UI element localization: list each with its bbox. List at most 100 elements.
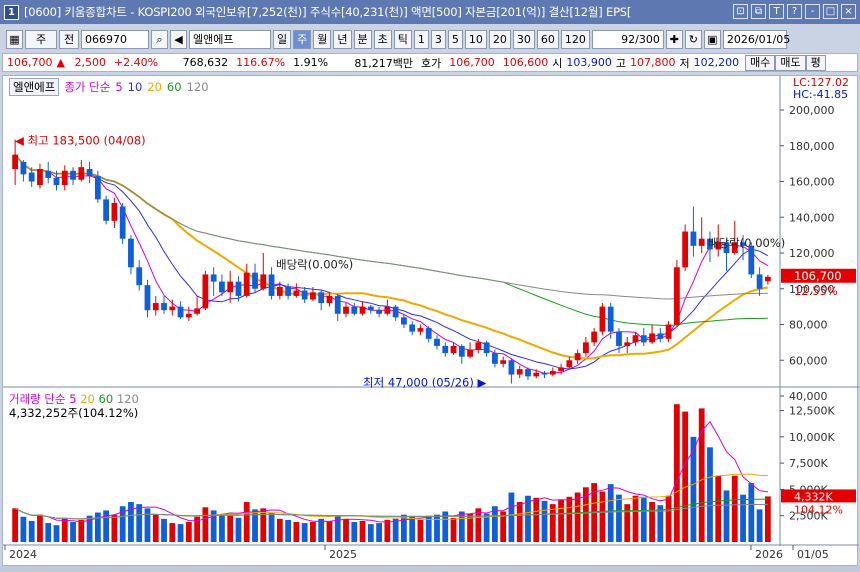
volume-bar (268, 512, 275, 542)
volume-bar (367, 524, 374, 542)
candle-body (276, 286, 283, 296)
candle-body (285, 286, 291, 296)
candle-body (301, 290, 308, 300)
candle-body (640, 335, 647, 343)
stock-name-legend[interactable]: 엘앤에프 (9, 78, 60, 96)
text-size-icon[interactable]: T (769, 4, 784, 19)
sell-button[interactable]: 매도 (775, 54, 806, 71)
volume-bar (210, 510, 217, 542)
volume-bar (624, 504, 631, 542)
close-icon[interactable]: × (841, 4, 856, 19)
quote-label: 호가 (421, 56, 442, 70)
candle-body (723, 242, 730, 253)
interval-10[interactable]: 10 (464, 29, 487, 49)
vol-ma120-legend: 120 (116, 392, 139, 406)
volume-bar (45, 523, 52, 542)
interval-30[interactable]: 30 (512, 29, 535, 49)
tools-icon[interactable]: ✚ (665, 29, 683, 49)
volume-bar (707, 447, 713, 542)
refresh-icon[interactable]: ↻ (684, 29, 702, 49)
period-second[interactable]: 초 (373, 29, 392, 49)
interval-3[interactable]: 3 (430, 29, 446, 49)
volume-bar (682, 411, 689, 542)
interval-120[interactable]: 120 (560, 29, 590, 49)
volume-bar (698, 408, 705, 542)
grid-icon[interactable]: ▦ (6, 29, 23, 49)
volume-tick-label: 2,500K (789, 510, 828, 523)
volume-bar (616, 494, 622, 542)
vol-ma60-legend: 60 (98, 392, 114, 406)
ma10-legend: 10 (127, 80, 143, 94)
volume-bar (310, 522, 316, 542)
market-select[interactable]: 주 (25, 29, 57, 49)
hc-value: HC:-41.85 (792, 88, 849, 101)
candle-body (376, 310, 382, 314)
candle-body (682, 231, 689, 268)
volume-bar (458, 511, 465, 542)
period-tick[interactable]: 틱 (393, 29, 412, 49)
link-icon[interactable]: ⊡ (733, 4, 748, 19)
interval-1[interactable]: 1 (413, 29, 429, 49)
volume-bar (161, 518, 167, 542)
volume-bar (731, 475, 738, 542)
count-input[interactable]: 92/300 (591, 29, 664, 49)
candle-body (219, 281, 225, 293)
volume-bar (673, 404, 680, 542)
candle-body (533, 372, 540, 377)
period-minute[interactable]: 분 (353, 29, 372, 49)
volume-bar (318, 518, 325, 542)
interval-60[interactable]: 60 (536, 29, 559, 49)
period-month[interactable]: 월 (313, 29, 332, 49)
all-select[interactable]: 전 (59, 29, 79, 49)
volume-bar (425, 515, 432, 542)
price-tick-label: 160,000 (789, 176, 835, 189)
volume-bar (28, 520, 35, 542)
price-tick-label: 120,000 (789, 247, 835, 260)
maximize-icon[interactable]: □ (823, 4, 838, 19)
candle-body (508, 360, 515, 375)
candle-body (467, 349, 473, 357)
candle-body (28, 172, 35, 182)
minimize-icon[interactable]: - (805, 4, 820, 19)
period-year[interactable]: 년 (333, 29, 352, 49)
x-axis-label: 2026 (755, 548, 783, 561)
ma5-legend: 5 (115, 80, 123, 94)
bottom-scrollbar[interactable] (0, 566, 860, 572)
help-icon[interactable]: ? (787, 4, 802, 19)
window-controls: ⊡ ⧉ T ? - □ × (733, 4, 856, 19)
period-day[interactable]: 일 (273, 29, 292, 49)
save-icon[interactable]: ▣ (703, 29, 721, 49)
candle-body (20, 161, 27, 175)
period-week[interactable]: 주 (293, 29, 312, 49)
volume-bar (649, 502, 655, 542)
buy-button[interactable]: 매수 (745, 54, 776, 71)
chart-area[interactable]: 200,000 180,000 160,000 140,000 120,000 100,0… (2, 75, 859, 567)
price-change-pct: +2.40% (113, 56, 159, 69)
candle-body (483, 342, 490, 354)
price-tick-label: 80,000 (789, 319, 828, 332)
candle-body (417, 328, 424, 332)
current-pct-label: 12.55% (794, 284, 838, 298)
volume-bar (111, 514, 118, 542)
candlestick-chart[interactable]: 200,000 180,000 160,000 140,000 120,000 100,0… (3, 76, 859, 567)
price-tick-label: 140,000 (789, 211, 835, 224)
volume-bar (632, 495, 639, 542)
eval-button[interactable]: 평 (805, 54, 826, 71)
volume-bar (169, 523, 176, 542)
interval-20[interactable]: 20 (488, 29, 511, 49)
volume-bar (136, 504, 143, 542)
vol-ma20-line (14, 473, 768, 521)
interval-5[interactable]: 5 (447, 29, 463, 49)
pin-icon[interactable]: ⧉ (751, 4, 766, 19)
sound-icon[interactable]: ◀ (170, 29, 187, 49)
chart-toolbar: ▦ 주 전 066970 ⌕ ◀ 엘앤에프 일 주 월 년 분 초 틱 1 3 … (0, 27, 860, 51)
date-input[interactable]: 2026/01/05 (722, 29, 790, 49)
volume-bar (401, 514, 407, 542)
trade-amount: 81,217백만 (354, 56, 414, 70)
stock-code-input[interactable]: 066970 (81, 29, 149, 49)
stock-name-field[interactable]: 엘앤에프 (189, 29, 271, 49)
volume-bar (78, 519, 85, 542)
volume-tick-label: 7,500K (789, 457, 828, 470)
volume-bar (384, 519, 391, 542)
search-icon[interactable]: ⌕ (151, 29, 168, 49)
